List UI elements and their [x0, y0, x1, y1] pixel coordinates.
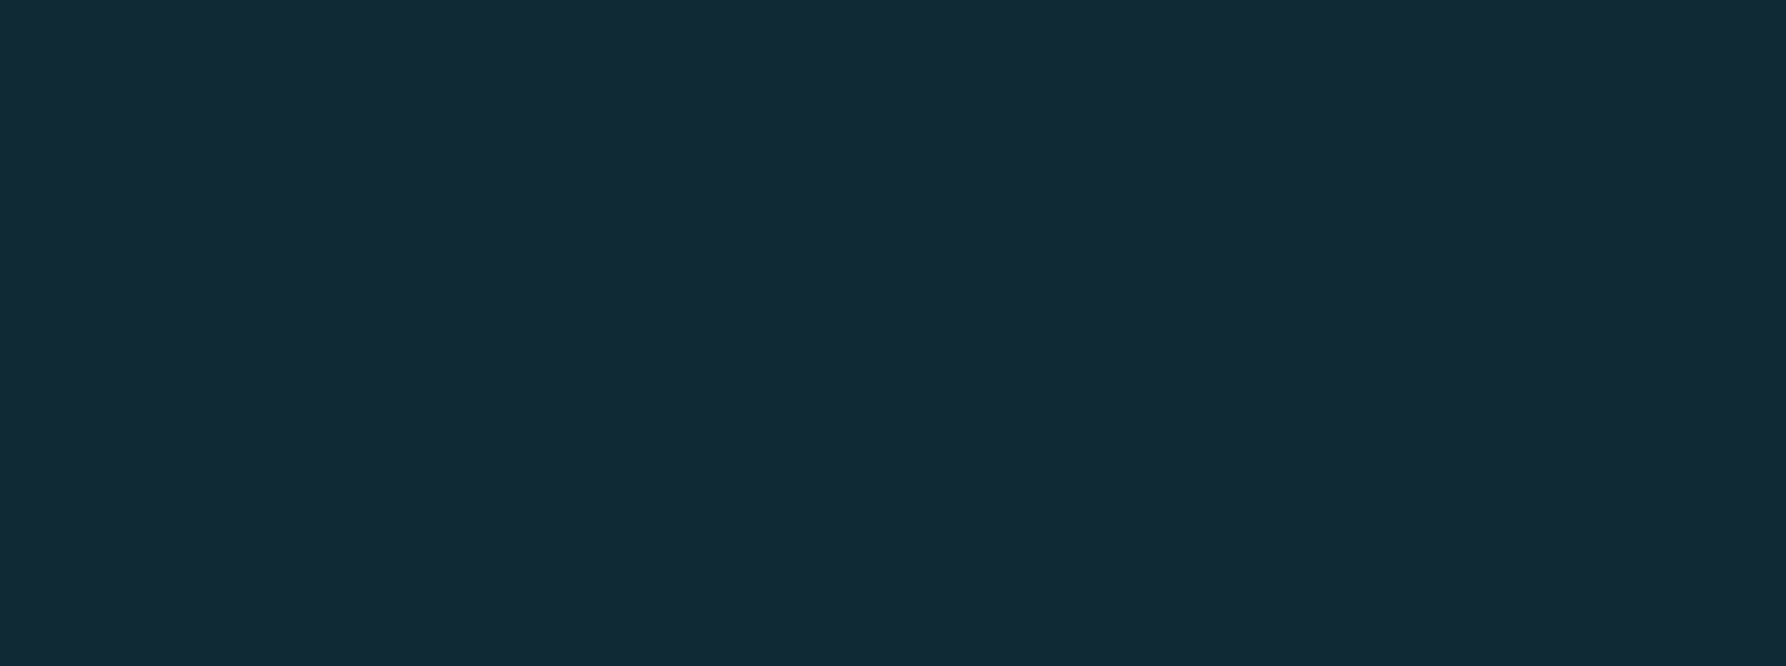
second-ones-digit	[0, 0, 1786, 666]
digital-clock-display	[0, 0, 1786, 666]
